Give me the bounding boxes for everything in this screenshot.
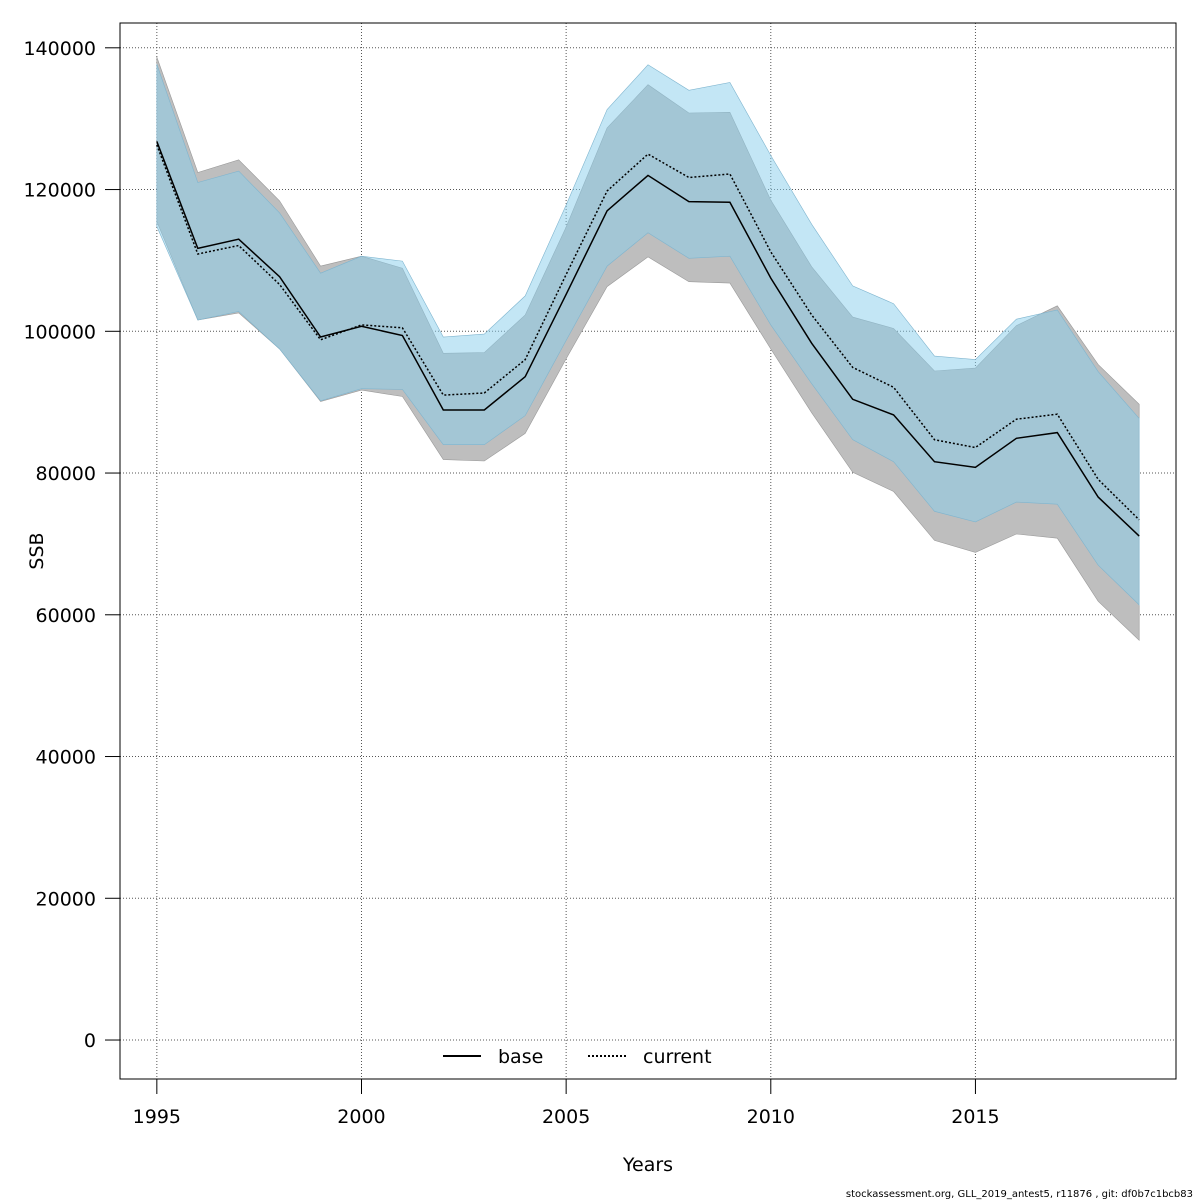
x-tick-label-2000: 2000 [337,1106,385,1128]
confidence-bands [156,56,1140,641]
x-tick-label-2015: 2015 [951,1106,999,1128]
y-tick-label-80000: 80000 [36,463,96,485]
y-tick-label-0: 0 [84,1030,96,1052]
series-lines [156,141,1140,537]
plot-frame [119,22,1177,1080]
legend-base-label: base [498,1046,543,1068]
footer-note: stockassessment.org, GLL_2019_antest5, r… [846,1189,1193,1200]
x-axis-title: Years [622,1154,673,1176]
y-axis-title: SSB [26,532,48,569]
grid-lines [120,23,1176,1079]
x-tick-label-2005: 2005 [542,1106,590,1128]
y-tick-label-60000: 60000 [36,605,96,627]
line-base [156,141,1140,537]
y-tick-label-40000: 40000 [36,747,96,769]
y-tick-label-100000: 100000 [23,321,96,343]
x-tick-label-2010: 2010 [747,1106,795,1128]
y-tick-label-120000: 120000 [23,180,96,202]
band-current [156,64,1140,606]
y-tick-label-140000: 140000 [23,38,96,60]
legend: base current [443,1046,712,1068]
axes: 1995 2000 2005 2010 2015 0 20000 40000 60000 8000… [23,38,999,1128]
legend-current-label: current [643,1046,712,1068]
x-tick-label-1995: 1995 [133,1106,181,1128]
y-tick-label-20000: 20000 [36,888,96,910]
